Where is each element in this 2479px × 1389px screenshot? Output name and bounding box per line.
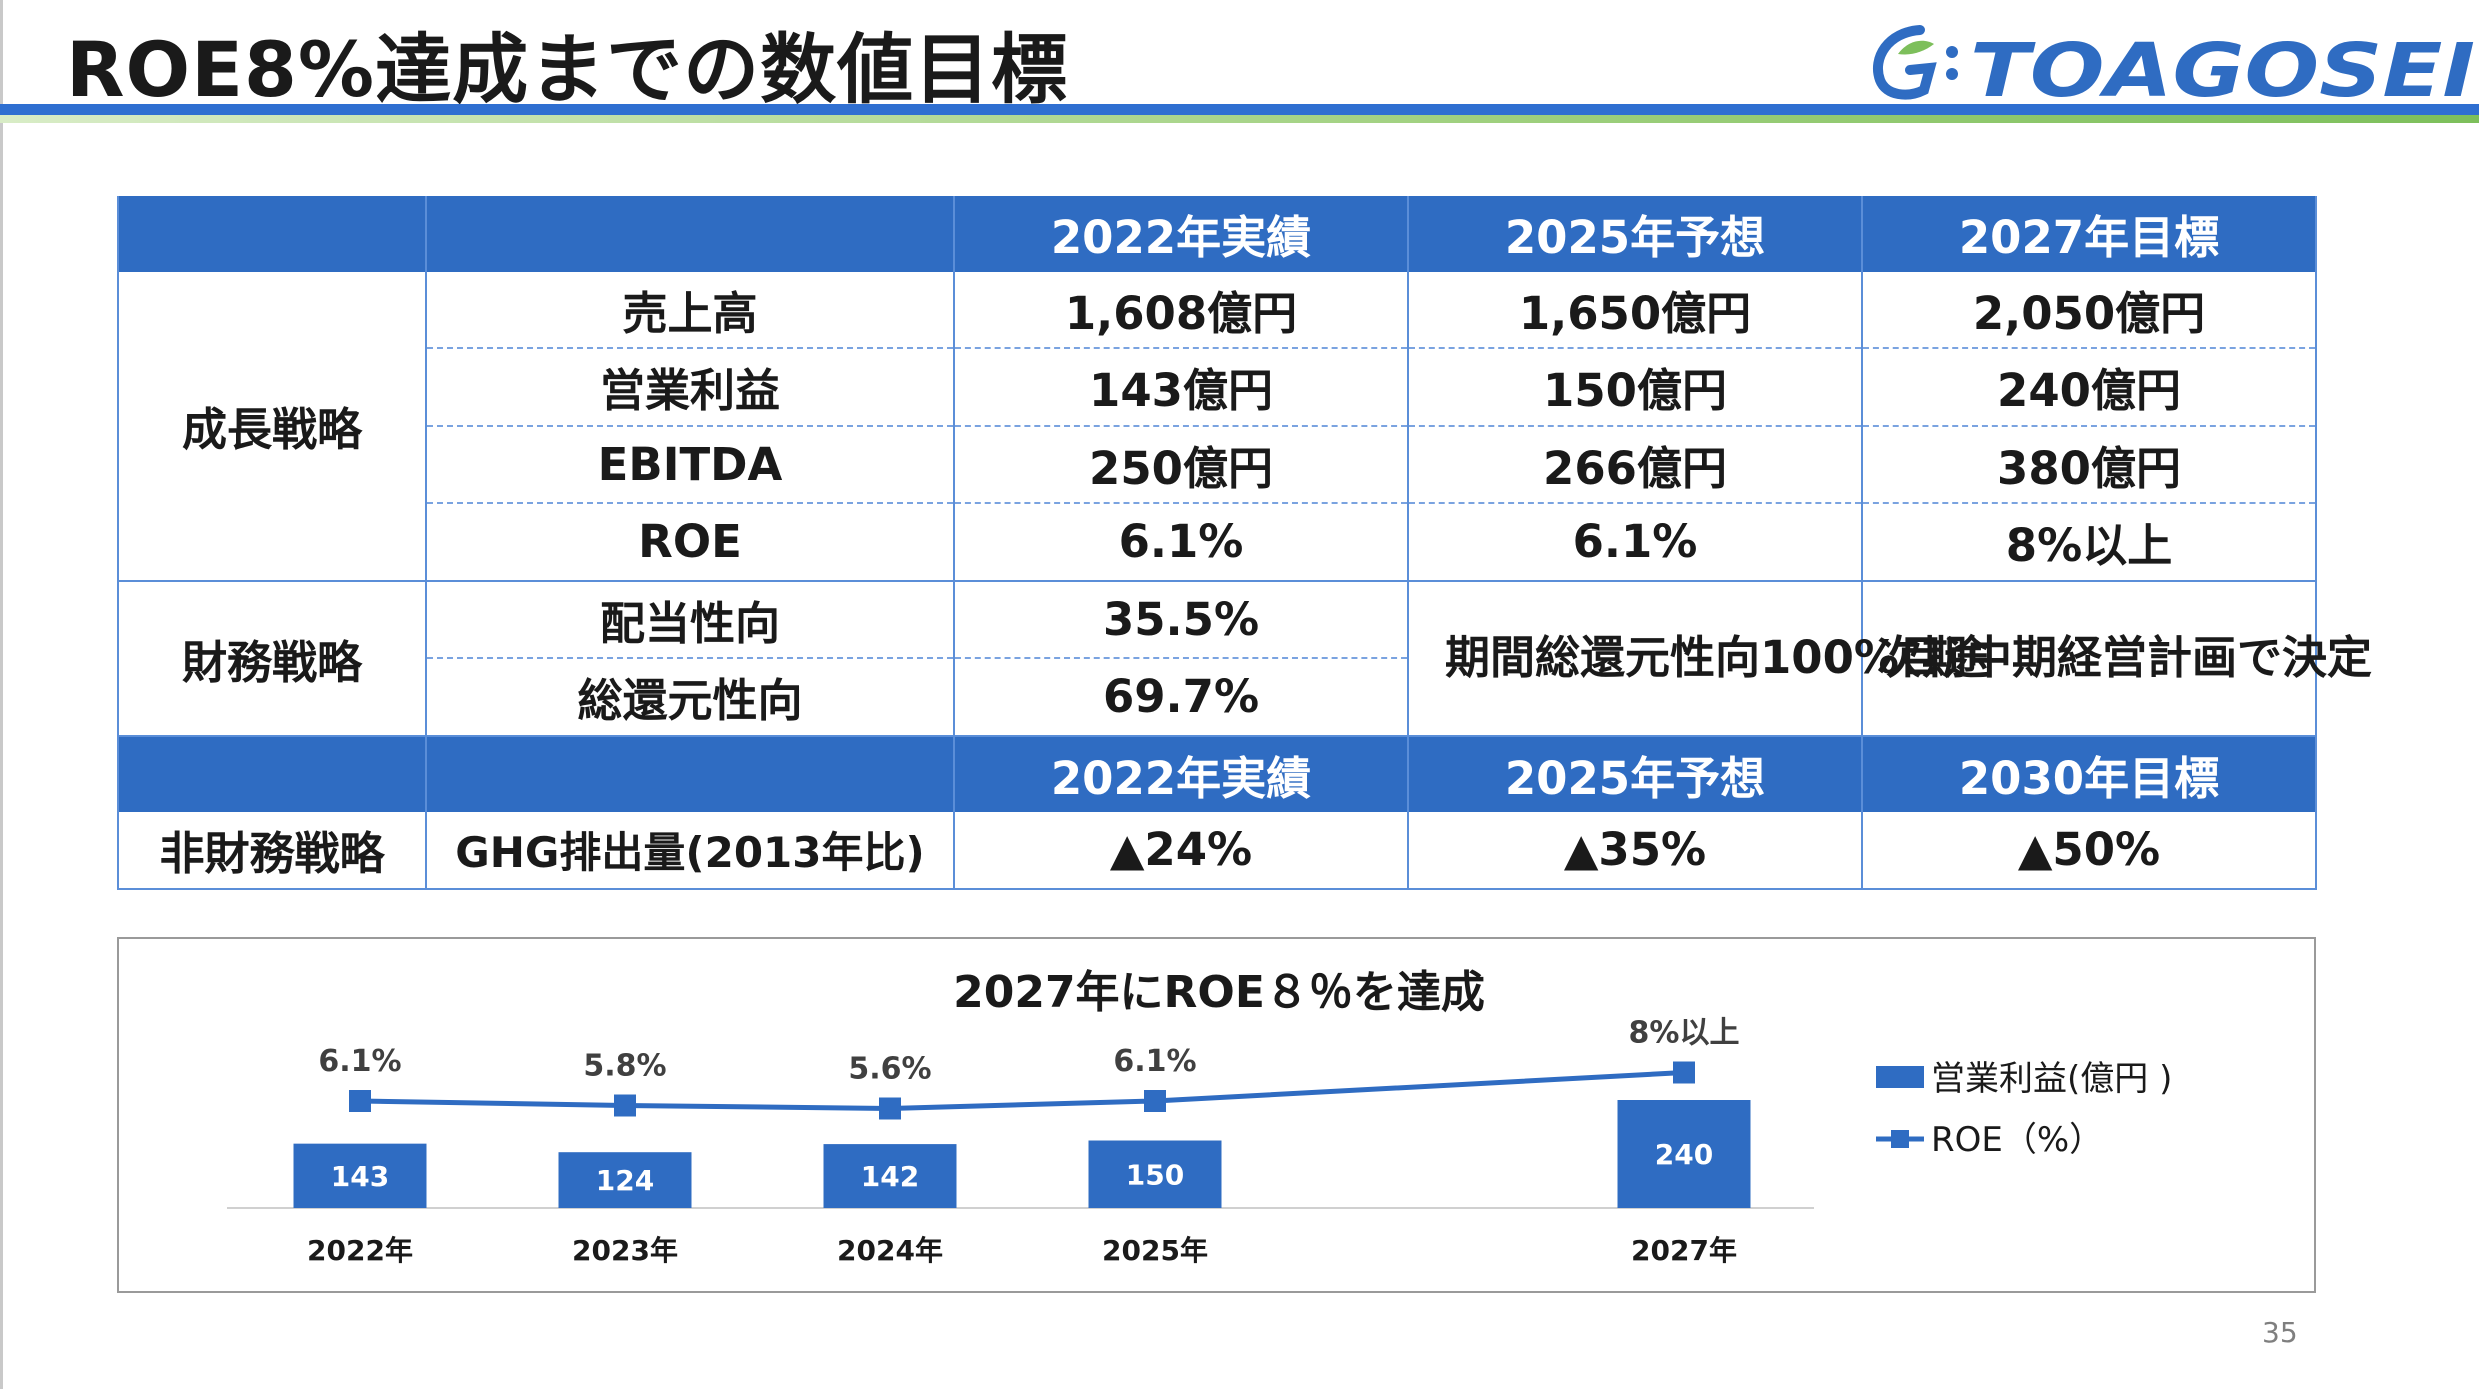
bar-value-label: 142 (861, 1160, 919, 1193)
table-cell: 150億円 (1407, 348, 1863, 427)
roe-point (879, 1097, 901, 1120)
table-cell: 240億円 (1861, 348, 2317, 427)
header-cell: 2025年予想 (1407, 196, 1863, 272)
table-cell: ▲24% (953, 812, 1409, 890)
roe-line (359, 1070, 1685, 1112)
header-band-blue (0, 104, 2479, 115)
table-cell: ▲35% (1407, 812, 1863, 890)
header-cell (425, 735, 955, 812)
header-cell: 2022年実績 (953, 735, 1409, 812)
roe-point (614, 1094, 636, 1117)
header-cell: 2022年実績 (953, 196, 1409, 272)
merged-cell-2025: 期間総還元性向100%目途 (1407, 580, 1989, 737)
bar-value-label: 143 (331, 1160, 389, 1193)
group-label-finance: 財務戦略 (117, 580, 427, 737)
row-label: GHG排出量(2013年比) (425, 812, 955, 890)
company-logo: TOAGOSEI (1873, 25, 2475, 110)
bar-mark (1088, 1140, 1222, 1208)
bar-mark (558, 1152, 692, 1208)
legend-line-marker (1891, 1130, 1909, 1148)
legend-bar-swatch (1876, 1066, 1924, 1088)
roe-point (1144, 1090, 1166, 1112)
kpi-target-table: 2022年実績 2025年予想 2027年目標 成長戦略 売上高 1,608億円… (117, 196, 2372, 890)
roe-value-label: 8%以上 (1629, 1016, 1740, 1051)
chart-panel: 2027年にROE８％を達成 143 2022年 124 2023年 142 2024年 15… (117, 937, 2316, 1293)
logo-mark-dot-bottom (1946, 68, 1958, 80)
group-label-growth: 成長戦略 (117, 271, 427, 582)
table-row: EBITDA 250億円 266億円 380億円 (118, 425, 2317, 504)
bar-mark (823, 1144, 957, 1208)
page-title: ROE8%達成までの数値目標 (66, 25, 1069, 114)
group-label-nonfinance: 非財務戦略 (117, 812, 427, 890)
row-label: ROE (425, 503, 955, 582)
legend-line-label: ROE（%） (1931, 1120, 2103, 1160)
x-tick-label: 2025年 (1102, 1234, 1208, 1267)
table-header-row: 2022年実績 2025年予想 2027年目標 (117, 196, 2317, 272)
header-cell (117, 735, 427, 812)
header-cell: 2027年目標 (1861, 196, 2317, 272)
row-label: 売上高 (425, 271, 955, 349)
table-cell: 6.1% (953, 503, 1409, 582)
row-label: 配当性向 (425, 580, 955, 659)
table-cell: 380億円 (1861, 425, 2317, 504)
row-label: EBITDA (425, 425, 955, 504)
header-cell (117, 196, 427, 272)
row-label: 総還元性向 (425, 658, 955, 737)
chart-title: 2027年にROE８％を達成 (953, 967, 1485, 1018)
roe-profit-chart: 2027年にROE８％を達成 143 2022年 124 2023年 142 2024年 15… (227, 967, 2172, 1267)
logo-mark-leaf (1898, 40, 1934, 55)
roe-point (349, 1090, 371, 1112)
table-row: 非財務戦略 GHG排出量(2013年比) ▲24% ▲35% ▲50% (117, 812, 2317, 890)
x-tick-label: 2024年 (837, 1234, 943, 1267)
table-cell: 35.5% (953, 580, 1409, 659)
x-tick-label: 2027年 (1631, 1234, 1737, 1267)
table-row: 財務戦略 配当性向 35.5% 期間総還元性向100%目途 次期中期経営計画で決… (117, 580, 2372, 737)
roe-point (1673, 1061, 1695, 1084)
header-band-green (0, 115, 2479, 123)
table-row: 営業利益 143億円 150億円 240億円 (118, 348, 2317, 427)
table-cell: 2,050億円 (1861, 271, 2317, 349)
bar-value-label: 124 (596, 1164, 654, 1197)
table-header-row: 2022年実績 2025年予想 2030年目標 (117, 735, 2317, 812)
roe-value-label: 6.1% (1113, 1044, 1196, 1079)
roe-value-label: 6.1% (318, 1044, 401, 1079)
row-label: 営業利益 (425, 348, 955, 427)
table-cell: 266億円 (1407, 425, 1863, 504)
table-row: 総還元性向 69.7% (118, 658, 2316, 737)
legend-bar-label: 営業利益(億円 ) (1931, 1059, 2172, 1099)
logo-wordmark: TOAGOSEI (1970, 28, 2475, 110)
bar-value-label: 150 (1126, 1158, 1184, 1191)
header-cell (425, 196, 955, 272)
bar-value-label: 240 (1655, 1138, 1713, 1171)
table-cell: 6.1% (1407, 503, 1863, 582)
table-row: 成長戦略 売上高 1,608億円 1,650億円 2,050億円 (117, 271, 2317, 582)
x-tick-label: 2022年 (307, 1234, 413, 1267)
logo-mark-swoosh (1873, 25, 1937, 100)
header-cell: 2025年予想 (1407, 735, 1863, 812)
table-cell: 69.7% (953, 658, 1409, 737)
table-cell: 1,608億円 (953, 271, 1409, 349)
bar-mark (293, 1143, 427, 1208)
table-row: ROE 6.1% 6.1% 8%以上 (118, 503, 2317, 582)
table-cell: 1,650億円 (1407, 271, 1863, 349)
logo-mark-dot-top (1946, 46, 1958, 58)
roe-value-label: 5.8% (583, 1049, 666, 1084)
table-cell: 143億円 (953, 348, 1409, 427)
merged-cell-2027: 次期中期経営計画で決定 (1861, 580, 2372, 737)
x-tick-label: 2023年 (572, 1234, 678, 1267)
left-edge-rule (0, 0, 3, 1389)
bar-mark (1617, 1100, 1751, 1208)
roe-value-label: 5.6% (848, 1052, 931, 1087)
page-number: 35 (2262, 1316, 2298, 1349)
table-cell: 8%以上 (1861, 503, 2317, 582)
table-cell: 250億円 (953, 425, 1409, 504)
header-cell: 2030年目標 (1861, 735, 2317, 812)
table-cell: ▲50% (1861, 812, 2317, 890)
